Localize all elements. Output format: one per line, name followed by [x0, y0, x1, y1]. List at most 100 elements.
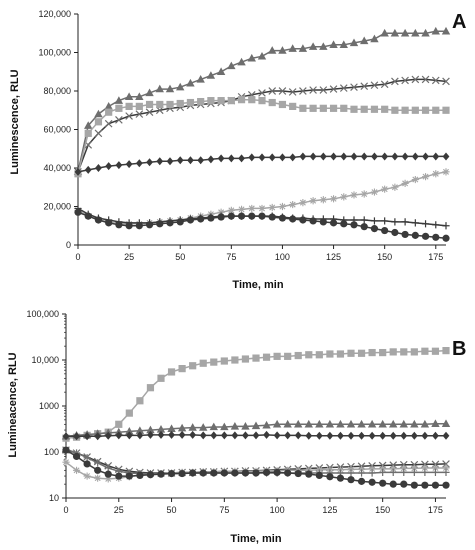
panel-a-series-circle-point — [237, 212, 246, 220]
panel-a-series-star-point — [340, 193, 348, 201]
panel-a-series-diamond-point — [166, 157, 174, 166]
panel-b-series-diamond-point — [347, 431, 355, 440]
panel-b-series-circle-point — [167, 469, 176, 478]
panel-a-series-circle-point — [278, 214, 287, 222]
panel-b-series-diamond-point — [358, 431, 365, 440]
panel-b-series-diamond-point — [252, 431, 260, 440]
panel-b-series-diamond-point — [421, 431, 429, 440]
panel-b-series-plus-point — [94, 459, 102, 467]
panel-a-series-x-point — [268, 87, 277, 95]
panel-a-series-diamond-point — [442, 152, 450, 161]
panel-a-series-square-point — [381, 105, 389, 113]
panel-a-series-diamond-point — [340, 152, 348, 161]
panel-a-series-circle-point — [84, 212, 92, 220]
panel-b-series-star-point — [442, 464, 450, 472]
panel-b-series-circle-point — [368, 478, 376, 486]
panel-a-x-tick-label: 25 — [124, 252, 134, 262]
panel-a-series-square-point — [156, 100, 164, 109]
panel-a-x-tick-label: 50 — [175, 252, 185, 262]
panel-a-series-star-point — [319, 196, 327, 204]
panel-b-series-plus-point — [83, 454, 91, 462]
panel-b-series-circle-point — [136, 471, 144, 479]
panel-a-series-x-point — [288, 88, 297, 96]
panel-b-series-square-point — [368, 348, 376, 357]
panel-a-series-triangle-point — [431, 26, 440, 35]
panel-b-series-triangle-point — [156, 424, 166, 433]
panel-a-series-star-point — [248, 204, 256, 213]
panel-a-series-square-point — [186, 98, 195, 107]
panel-b-series-diamond-point — [368, 431, 376, 440]
panel-b-series-plus-point — [442, 468, 450, 477]
panel-a-series-square-point — [289, 102, 297, 110]
panel-b-series-circle-point — [146, 471, 155, 479]
panel-a-series-square-point — [166, 100, 174, 109]
panel-b-x-tick-label: 75 — [219, 505, 229, 515]
panel-b-series-triangle-point — [272, 419, 282, 428]
panel-a-series-square-point — [309, 104, 317, 112]
panel-a-series-square-point — [84, 129, 92, 137]
panel-b-series-triangle-point — [177, 423, 187, 432]
panel-a-series-circle-point — [207, 214, 215, 222]
panel-a-series-circle-point — [186, 216, 195, 224]
panel-a-series-triangle-point — [268, 46, 277, 54]
panel-a-series-star-point — [299, 199, 307, 207]
panel-a-series-plus-point — [381, 217, 389, 225]
panel-a-series-circle-point — [401, 230, 409, 239]
panel-a-series-circle-point — [135, 222, 143, 230]
panel-a-series-diamond-point — [248, 153, 256, 162]
panel-a-series-triangle-point — [176, 82, 185, 91]
panel-a-series-x-point — [258, 89, 266, 97]
panel-a-series-diamond-point — [115, 161, 123, 170]
panel-b-series-triangle-point — [399, 419, 408, 428]
panel-a-series-plus-point — [442, 222, 450, 230]
panel-a-series-square-point — [370, 105, 379, 113]
panel-a-x-tick-label: 175 — [428, 252, 443, 262]
panel-b-series-square-point — [136, 397, 144, 405]
panel-a-series-square-point — [268, 98, 276, 107]
panel-a-series-circle-point — [248, 212, 256, 220]
panel-a-series-plus-point — [391, 218, 399, 226]
panel-b-series-square-point — [273, 352, 281, 360]
panel-a-series-star-point — [309, 197, 317, 205]
panel-b-series-square-point — [305, 351, 313, 359]
panel-b-plot: 10 100 1000 10,000 100,000 0 25 50 75 100 125 150 17… — [26, 309, 451, 515]
panel-a-series-diamond-point — [146, 158, 153, 167]
panel-a-series-circle-point — [94, 216, 103, 224]
panel-b-series-circle-point — [262, 468, 271, 477]
panel-a-series-square-point — [145, 100, 154, 109]
panel-b-series-square-point — [421, 347, 429, 355]
panel-a-series-triangle-point — [104, 102, 113, 110]
panel-b-series-triangle-point — [188, 423, 197, 431]
panel-a-series-star-point — [401, 179, 409, 187]
panel-b-series-triangle-point — [389, 419, 398, 428]
panel-a-series-star-point — [258, 204, 266, 213]
panel-b-series-diamond-point — [210, 431, 218, 440]
panel-a-series-x-point — [339, 84, 348, 92]
panel-b-series-triangle-point — [441, 419, 451, 428]
panel-a-series-square-point — [350, 105, 358, 113]
panel-a-series-circle-point — [217, 213, 225, 221]
panel-b-series-square-point — [326, 350, 334, 358]
panel-b-series-square-point — [167, 368, 176, 376]
panel-b-series-triangle-point — [125, 427, 134, 435]
panel-a-series-x-point — [401, 76, 409, 85]
panel-a-y-tick-label: 100,000 — [38, 48, 71, 58]
panel-a-series-square-point — [340, 104, 348, 112]
panel-b-series-diamond-point — [432, 431, 439, 440]
panel-b-series-diamond-point — [389, 431, 397, 440]
panel-b-series-diamond-point — [263, 430, 270, 439]
panel-a-series-diamond-point — [360, 152, 368, 161]
panel-a-series-circle-point — [299, 216, 307, 224]
panel-a-series-x-point — [350, 83, 358, 91]
panel-b-x-tick-label: 175 — [428, 505, 443, 515]
panel-a-series-star-point — [268, 203, 276, 212]
panel-a-series-square-point — [278, 100, 287, 109]
panel-a-series-square-point — [299, 104, 307, 112]
panel-a-series-circle-point — [176, 218, 184, 226]
panel-b-series-circle-point — [336, 474, 345, 482]
panel-b-series-circle-point — [220, 469, 228, 477]
panel-a-y-tick-label: 120,000 — [38, 9, 71, 19]
panel-b-series-diamond-point — [94, 432, 102, 441]
panel-a-series-x-point — [115, 116, 123, 124]
panel-a-series-triangle-point — [329, 40, 338, 48]
